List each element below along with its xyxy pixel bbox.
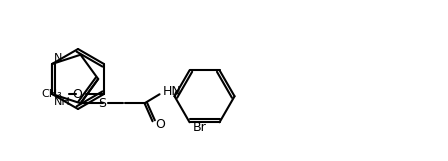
Text: N: N <box>54 53 62 63</box>
Text: O: O <box>155 118 165 131</box>
Text: O: O <box>72 87 82 100</box>
Text: HN: HN <box>163 85 181 98</box>
Text: NH: NH <box>54 97 71 107</box>
Text: S: S <box>99 97 107 110</box>
Text: Br: Br <box>193 121 206 134</box>
Text: CH₃: CH₃ <box>41 89 62 99</box>
